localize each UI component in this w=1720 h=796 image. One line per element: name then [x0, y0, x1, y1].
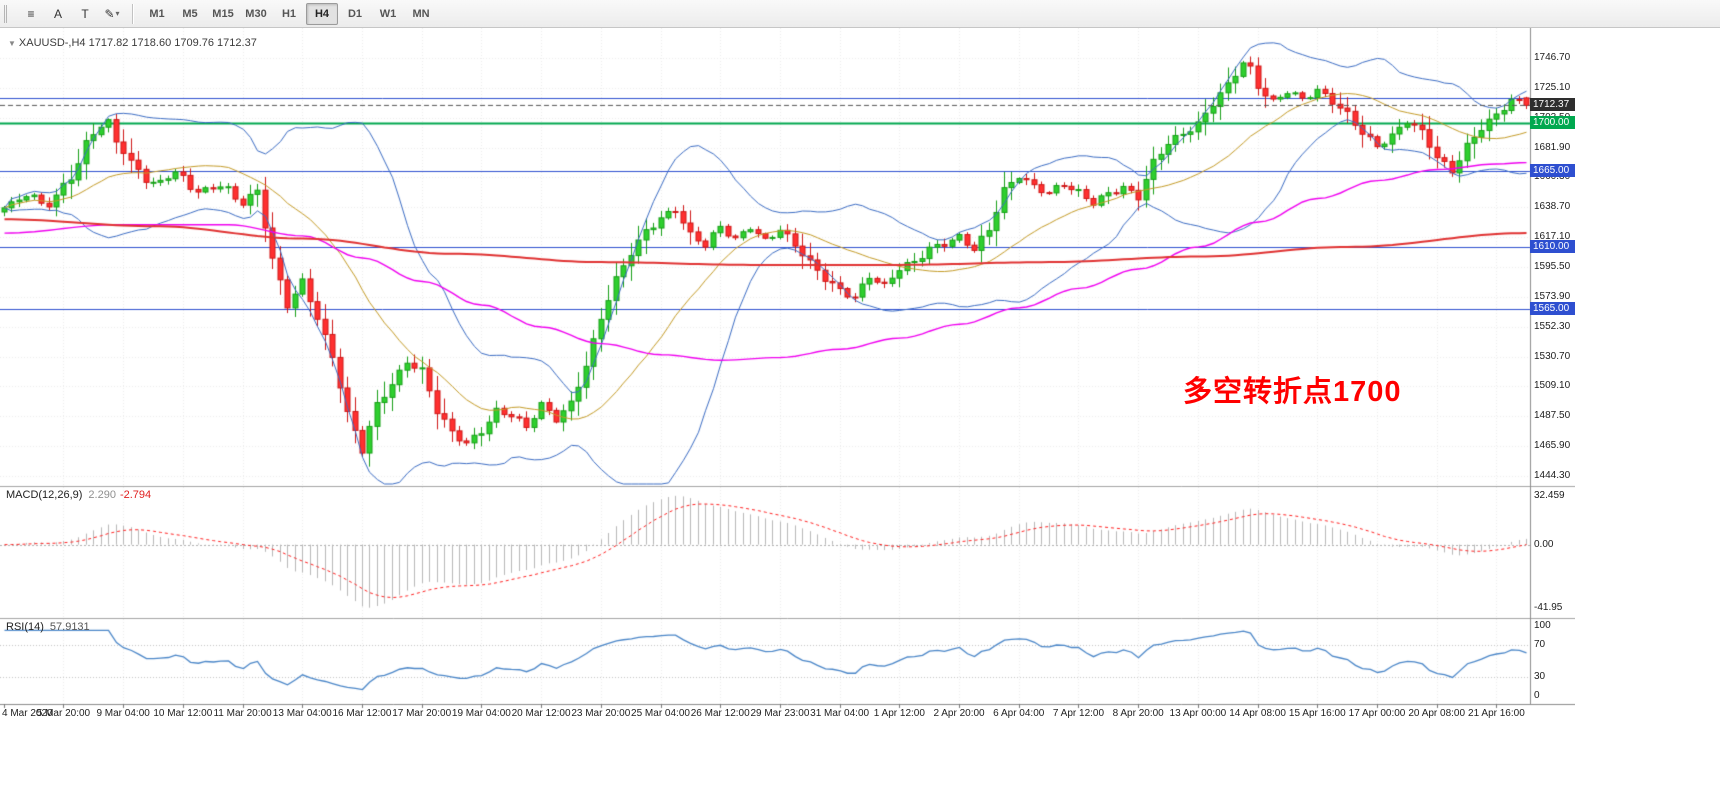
- time-axis-label: 11 Mar 20:00: [213, 708, 272, 719]
- timeframe-toolbar: M1 M5 M15 M30 H1 H4 D1 W1 MN: [141, 2, 437, 25]
- timeframe-button-m1[interactable]: M1: [149, 7, 165, 20]
- time-axis-label: 10 Mar 12:00: [153, 708, 213, 719]
- time-axis-label: 13 Apr 00:00: [1169, 708, 1227, 719]
- main-chart-canvas[interactable]: [0, 28, 1575, 722]
- time-axis-label: 23 Mar 20:00: [571, 708, 631, 719]
- timeframe-button-mn[interactable]: MN: [412, 7, 430, 20]
- time-axis-label: 17 Apr 00:00: [1348, 708, 1406, 719]
- rsi-label: RSI(14) 57.9131: [6, 621, 90, 633]
- macd-scale-label: -41.95: [1534, 601, 1563, 613]
- draw-tool-icon: ✎: [104, 6, 115, 21]
- price-tick-label: 1552.30: [1534, 320, 1571, 332]
- rsi-scale-label: 0: [1534, 690, 1540, 701]
- time-axis-label: 15 Apr 16:00: [1288, 708, 1346, 719]
- macd-main-value: 2.290: [88, 489, 116, 501]
- time-axis-label: 6 Apr 04:00: [993, 708, 1045, 719]
- price-tick-label: 1725.10: [1534, 81, 1571, 93]
- price-tick-label: 1465.90: [1534, 440, 1571, 452]
- time-axis-label: 13 Mar 04:00: [272, 708, 332, 719]
- price-tick-label: 1573.90: [1534, 290, 1571, 302]
- dropdown-caret-icon: ▾: [115, 9, 120, 18]
- label-tool-icon: T: [81, 6, 89, 21]
- toolbar-separator: [132, 3, 134, 24]
- price-tick-label: 1617.10: [1534, 231, 1571, 243]
- price-marker: 1712.37: [1530, 98, 1575, 112]
- price-tick-label: 1530.70: [1534, 350, 1571, 362]
- price-tick-label: 1487.50: [1534, 410, 1571, 422]
- price-marker: 1565.00: [1530, 302, 1575, 316]
- timeframe-button-d1[interactable]: D1: [347, 7, 363, 20]
- price-marker: 1610.00: [1530, 239, 1575, 253]
- time-axis-label: 2 Apr 20:00: [933, 708, 985, 719]
- rsi-value: 57.9131: [49, 621, 90, 633]
- time-axis-label: 26 Mar 12:00: [690, 708, 750, 719]
- time-axis-label: 21 Apr 16:00: [1468, 708, 1525, 719]
- timeframe-button-m15[interactable]: M15: [212, 7, 234, 20]
- time-axis-label: 19 Mar 04:00: [451, 708, 511, 719]
- time-axis-label: 8 Apr 20:00: [1112, 708, 1164, 719]
- rsi-scale-label: 100: [1534, 620, 1551, 631]
- price-tick-label: 1595.50: [1534, 260, 1571, 272]
- time-axis-label: 20 Mar 12:00: [511, 708, 571, 719]
- price-tick-label: 1444.30: [1534, 469, 1571, 481]
- price-marker: 1665.00: [1530, 163, 1575, 177]
- rsi-scale-label: 70: [1534, 639, 1546, 651]
- time-axis-label: 5 Mar 20:00: [36, 708, 91, 719]
- time-axis-label: 16 Mar 12:00: [332, 708, 392, 719]
- text-tool[interactable]: A: [45, 2, 71, 26]
- draw-tool[interactable]: ✎ ▾: [99, 2, 125, 26]
- timeframe-button-h1[interactable]: H1: [281, 7, 297, 20]
- time-axis-label: 25 Mar 04:00: [631, 708, 690, 719]
- macd-scale-label: 32.459: [1534, 489, 1565, 501]
- label-tool[interactable]: T: [72, 2, 98, 26]
- time-axis-label: 29 Mar 23:00: [750, 708, 810, 719]
- macd-name: MACD(12,26,9): [6, 489, 83, 501]
- time-axis-label: 17 Mar 20:00: [392, 708, 452, 719]
- rsi-name: RSI(14): [6, 621, 44, 633]
- chart-symbol-header: ▼ XAUUSD-,H4 1717.82 1718.60 1709.76 1712…: [8, 37, 257, 49]
- time-axis-label: 9 Mar 04:00: [96, 708, 150, 719]
- price-tick-label: 1638.70: [1534, 201, 1571, 213]
- price-tick-label: 1681.90: [1534, 141, 1571, 153]
- time-axis-label: 31 Mar 04:00: [810, 708, 870, 719]
- timeframe-button-w1[interactable]: W1: [379, 7, 397, 20]
- chart-ohlc-text: XAUUSD-,H4 1717.82 1718.60 1709.76 1712.…: [18, 37, 257, 49]
- macd-label: MACD(12,26,9) 2.290 -2.794: [6, 489, 151, 501]
- price-tick-label: 1509.10: [1534, 380, 1571, 392]
- toolbar: ≡ A T ✎ ▾ M1 M5 M15 M30 H1 H4 D1 W1 MN: [0, 0, 1720, 28]
- timeframe-button-m30[interactable]: M30: [245, 7, 267, 20]
- time-axis-label: 14 Apr 08:00: [1229, 708, 1286, 719]
- timeframe-button-h4[interactable]: H4: [306, 2, 338, 25]
- price-tick-label: 1660.30: [1534, 171, 1571, 183]
- time-axis-label: 7 Apr 12:00: [1052, 708, 1105, 719]
- timeframe-button-m5[interactable]: M5: [182, 7, 198, 20]
- macd-scale-label: 0.00: [1534, 538, 1554, 550]
- text-tool-icon: A: [53, 6, 62, 21]
- chart-annotation[interactable]: 多空转折点1700: [1183, 376, 1402, 408]
- toolbar-tools: ≡ A T ✎ ▾: [18, 2, 125, 26]
- time-axis-label: 4 Mar 2020: [2, 708, 53, 719]
- lines-tool[interactable]: ≡: [18, 2, 44, 26]
- rsi-scale-label: 30: [1534, 670, 1546, 682]
- lines-tool-icon: ≡: [27, 6, 35, 21]
- toolbar-grip[interactable]: [4, 4, 11, 23]
- time-axis-label: 1 Apr 12:00: [873, 708, 925, 719]
- price-marker: 1700.00: [1530, 115, 1575, 129]
- macd-signal-value: -2.794: [119, 489, 152, 501]
- symbol-collapse-icon[interactable]: ▼: [8, 39, 16, 48]
- time-axis-label: 20 Apr 08:00: [1408, 708, 1466, 719]
- time-axis[interactable]: 4 Mar 2020 5 Mar 20:00 9 Mar 04:00 10 Mar 1…: [0, 704, 1720, 724]
- price-axis[interactable]: 1746.701725.101703.501681.901660.301638.…: [1530, 28, 1576, 722]
- price-tick-label: 1746.70: [1534, 51, 1571, 63]
